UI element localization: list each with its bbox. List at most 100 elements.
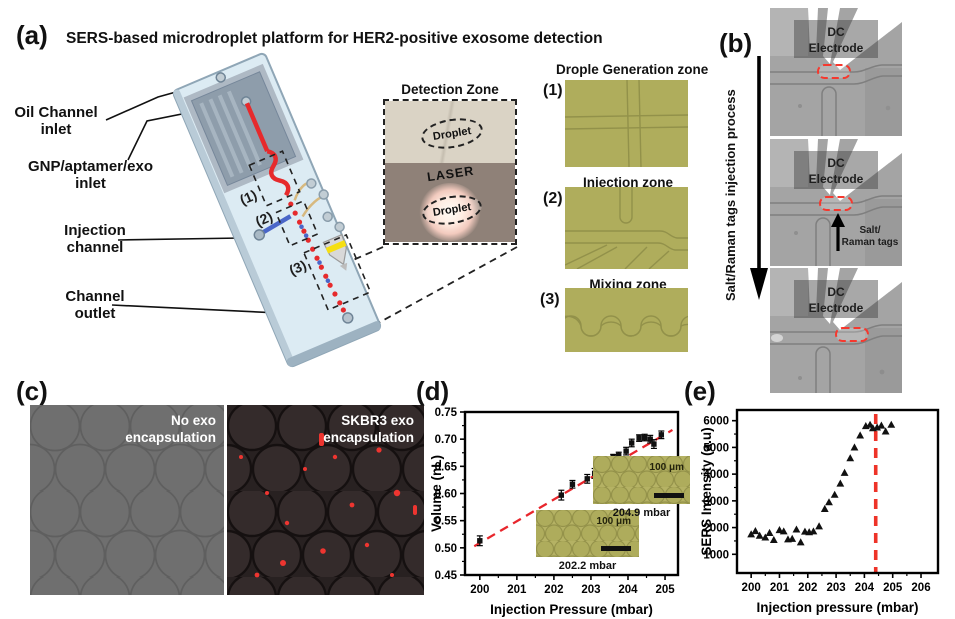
electrode-micrograph-1: DC Electrode	[770, 8, 902, 136]
oil-inlet-port	[215, 72, 226, 83]
data-point	[628, 440, 635, 446]
x-tick-label: 200	[470, 584, 489, 596]
no-exo-caption: No exo encapsulation	[125, 413, 216, 445]
x-tick-label: 201	[770, 582, 790, 594]
x-tick-label: 205	[655, 584, 675, 596]
x-axis-title: Injection pressure (mbar)	[756, 600, 918, 615]
scale-bar-low	[601, 546, 631, 551]
x-tick-label: 204	[618, 584, 638, 596]
callout-gnp-inlet: GNP/aptamer/exo inlet	[27, 158, 154, 193]
skbr3-exo-caption: SKBR3 exo encapsulation	[323, 413, 414, 445]
data-point	[887, 420, 896, 428]
no-exo-image	[30, 405, 224, 595]
x-tick-label: 205	[883, 582, 903, 594]
data-point	[881, 427, 890, 435]
zone-title-injection: Injection zone	[582, 175, 673, 190]
main-droplet-channel	[244, 102, 346, 313]
x-tick-label: 203	[581, 584, 600, 596]
pressure-inset-low-image	[536, 510, 639, 557]
data-point	[636, 435, 642, 441]
y-tick-label: 0.70	[435, 434, 457, 446]
injection-zone-image	[565, 187, 688, 269]
data-point	[558, 492, 565, 498]
y-tick-label: 0.65	[435, 461, 458, 473]
data-point	[751, 527, 760, 535]
data-point	[856, 431, 865, 439]
salt-raman-arrow	[831, 213, 845, 251]
y-tick-label: 0.50	[435, 543, 457, 555]
droplet-highlight-1	[817, 64, 851, 79]
plot-frame	[735, 408, 940, 575]
chip-body: (1) (2) (3)	[172, 52, 382, 368]
droplet-generation-zone-image	[565, 80, 688, 167]
chip-marker-1: (1)	[237, 186, 259, 207]
zone-title-generation: Drople Generation zone	[556, 62, 709, 77]
x-tick-label: 201	[507, 584, 527, 596]
volume-vs-pressure-chart: 200 201 202 203 204 205 0.45 0.50 0.55 0.60 0.65 0.…	[429, 407, 680, 617]
dc-electrode-label-2a: DC	[827, 156, 845, 170]
callout-oil-inlet: Oil Channel inlet	[14, 104, 98, 139]
panel-a-title: SERS-based microdroplet platform for HER…	[66, 30, 603, 47]
data-point	[477, 538, 483, 544]
data-point	[850, 443, 859, 451]
dc-electrode-label-3b: Electrode	[809, 301, 864, 315]
y-tick-label: 3000	[703, 496, 729, 508]
trend-line	[473, 428, 674, 548]
dc-electrode-label-1a: DC	[827, 25, 845, 39]
y-tick-label: 0.60	[435, 489, 457, 501]
y-tick-label: 2000	[703, 523, 729, 535]
data-point	[658, 432, 665, 438]
scale-bar-high	[654, 493, 684, 498]
panel-e-label: (e)	[684, 376, 716, 406]
panel-b-label: (b)	[719, 28, 753, 58]
outlet-port	[342, 312, 354, 324]
dc-electrode-label-3a: DC	[827, 285, 845, 299]
data-point	[775, 525, 784, 534]
zone-marker-3: (3)	[540, 291, 560, 308]
data-point	[788, 534, 797, 542]
x-tick-label: 202	[544, 584, 563, 596]
dc-electrode-label-2b: Electrode	[809, 172, 864, 186]
y-axis-title: Volume (nL)	[429, 455, 444, 532]
x-tick-label: 206	[911, 582, 930, 594]
pressure-inset-high-caption: 204.9 mbar	[612, 507, 671, 519]
droplet-highlight-3	[835, 327, 869, 342]
data-point	[792, 525, 801, 533]
salt-raman-label-1: Salt/	[859, 225, 880, 236]
x-tick-label: 204	[855, 582, 875, 594]
detection-zone-inset: Droplet LASER Droplet	[383, 99, 517, 245]
injection-process-label: Salt/Raman tags injection process	[723, 89, 738, 302]
y-tick-label: 0.55	[435, 516, 458, 528]
y-axis-title: SERS Intensity (a.u)	[699, 427, 714, 555]
scale-label-high: 100 μm	[649, 462, 684, 473]
pressure-inset-low: 100 μm	[536, 510, 639, 557]
side-wells	[293, 178, 345, 233]
data-point	[809, 527, 818, 535]
data-point	[616, 452, 622, 459]
panel-d-label: (d)	[416, 376, 450, 406]
x-tick-label: 200	[742, 582, 761, 594]
data-point	[796, 538, 805, 546]
panel-a-label: (a)	[16, 20, 48, 50]
y-tick-label: 4000	[703, 469, 729, 481]
x-axis-title: Injection Pressure (mbar)	[490, 602, 653, 617]
x-tick-label: 202	[798, 582, 817, 594]
salt-raman-label-2: Raman tags	[842, 237, 899, 248]
detection-zone-connector-lines	[343, 246, 518, 334]
data-point	[651, 441, 657, 447]
y-tick-label: 6000	[703, 416, 729, 428]
data-point	[584, 476, 590, 482]
callout-injection-channel: Injection channel	[64, 222, 126, 257]
injection-channel-shape	[253, 214, 292, 241]
pressure-inset-low-caption: 202.2 mbar	[558, 560, 617, 572]
data-point	[641, 434, 648, 441]
data-point	[825, 498, 833, 506]
zone-marker-2: (2)	[543, 190, 563, 207]
data-point	[840, 468, 849, 476]
callout-channel-outlet: Channel outlet	[65, 288, 125, 323]
zone-marker-1: (1)	[543, 82, 563, 99]
laser-glow	[419, 183, 481, 241]
data-point	[769, 535, 778, 543]
